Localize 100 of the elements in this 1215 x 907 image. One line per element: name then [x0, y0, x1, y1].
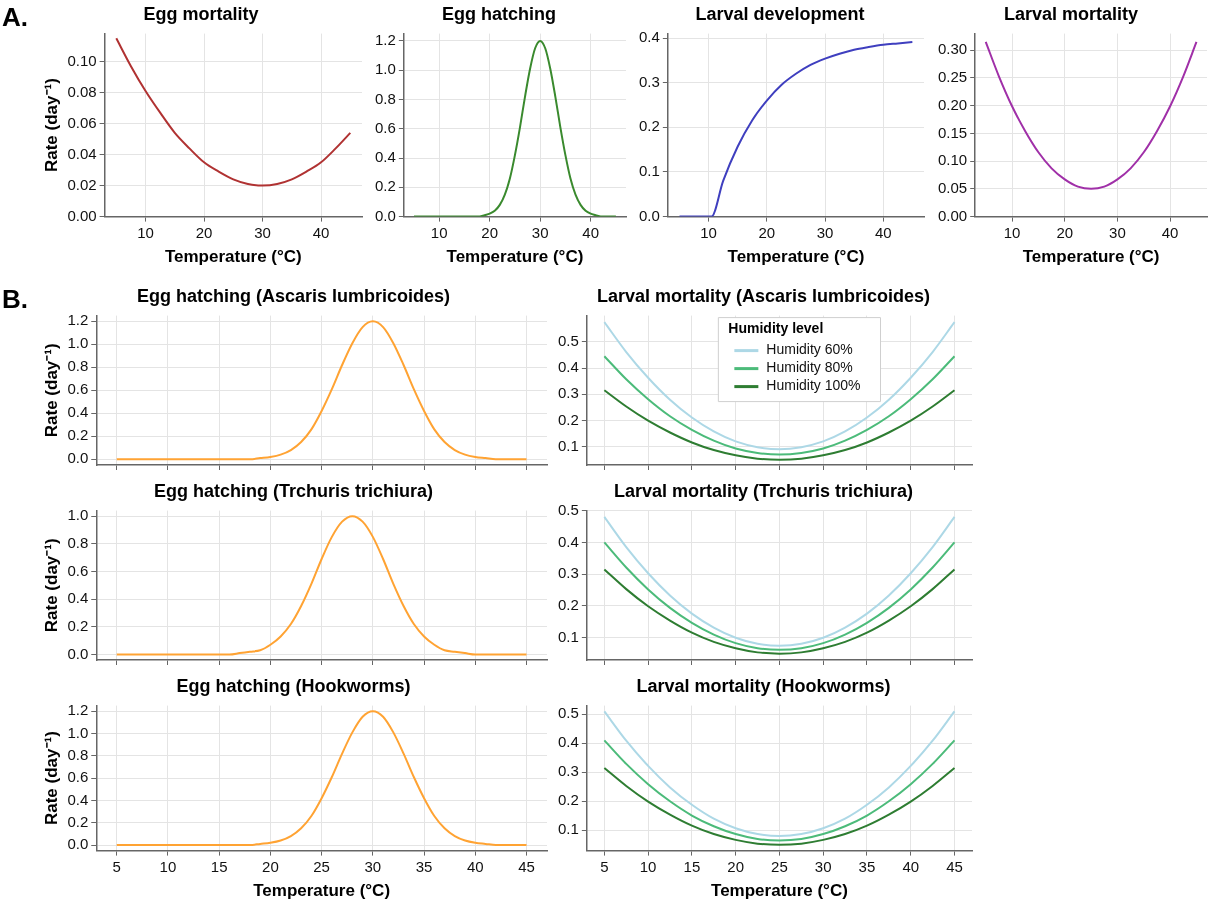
- x-tick-label: 15: [210, 857, 228, 875]
- x-tick-label: 45: [946, 857, 963, 875]
- y-axis-title: Rate (day⁻¹): [41, 78, 61, 173]
- x-tick-label: 40: [1161, 223, 1179, 241]
- legend-label: Humidity 100%: [766, 377, 861, 394]
- x-tick-label: 25: [771, 857, 788, 875]
- chart-title: Larval mortality (Ascaris lumbricoides): [596, 285, 931, 306]
- x-axis-title: Temperature (°C): [727, 247, 865, 267]
- x-axis-title: Temperature (°C): [164, 247, 302, 267]
- y-tick-label: 0.00: [937, 206, 968, 224]
- y-tick-label: 0.4: [67, 403, 89, 421]
- y-tick-label: 0.3: [557, 762, 579, 780]
- x-tick-label: 15: [683, 857, 701, 875]
- y-tick-label: 0.0: [67, 644, 89, 662]
- line-series: [603, 710, 956, 838]
- x-tick-label: 40: [902, 857, 920, 875]
- chart-title: Egg hatching (Ascaris lumbricoides): [136, 285, 451, 306]
- y-tick-label: 0.0: [67, 449, 89, 467]
- x-tick-label: 40: [466, 857, 484, 875]
- x-tick-label: 30: [531, 223, 549, 241]
- x-tick-label: 25: [313, 857, 330, 875]
- chart-title: Larval mortality (Hookworms): [636, 675, 891, 696]
- chart-title: Egg hatching (Hookworms): [176, 675, 411, 696]
- x-tick-label: 10: [700, 223, 717, 241]
- legend-label: Humidity 60%: [766, 341, 853, 358]
- y-tick-label: 0.1: [638, 162, 660, 180]
- x-tick-label: 5: [600, 857, 609, 875]
- x-tick-label: 45: [518, 857, 535, 875]
- x-tick-label: 30: [1109, 223, 1126, 241]
- x-tick-label: 40: [582, 223, 599, 241]
- y-tick-label: 0.1: [557, 436, 579, 454]
- y-tick-label: 0.4: [67, 790, 89, 808]
- y-tick-label: 0.00: [67, 206, 97, 224]
- x-tick-label: 20: [727, 857, 744, 875]
- y-tick-label: 0.15: [937, 123, 968, 141]
- y-axis-title: Rate (day⁻¹): [41, 343, 61, 438]
- y-tick-label: 0.8: [67, 533, 89, 551]
- x-tick-label: 10: [159, 857, 177, 875]
- x-tick-label: 35: [858, 857, 876, 875]
- chart-title: Egg mortality: [143, 3, 259, 24]
- x-tick-label: 20: [262, 857, 279, 875]
- chart-title: Larval mortality: [1003, 3, 1139, 24]
- x-tick-label: 20: [195, 223, 213, 241]
- y-tick-label: 1.2: [67, 311, 89, 329]
- y-tick-label: 0.20: [937, 95, 968, 113]
- y-tick-label: 1.0: [67, 334, 89, 352]
- line-series: [603, 515, 956, 647]
- y-tick-label: 0.6: [67, 768, 89, 786]
- x-tick-label: 35: [415, 857, 433, 875]
- legend-title: Humidity level: [728, 320, 824, 337]
- y-tick-label: 1.0: [67, 506, 89, 524]
- y-tick-label: 0.05: [937, 179, 968, 197]
- y-tick-label: 0.2: [374, 177, 396, 195]
- y-tick-label: 0.2: [557, 596, 579, 614]
- y-axis-title: Rate (day⁻¹): [41, 731, 61, 826]
- y-tick-label: 0.2: [67, 426, 89, 444]
- x-tick-label: 10: [137, 223, 154, 241]
- y-tick-label: 0.1: [557, 820, 579, 838]
- x-tick-label: 30: [254, 223, 271, 241]
- y-tick-label: 0.2: [67, 616, 89, 634]
- x-tick-label: 30: [814, 857, 832, 875]
- y-tick-label: 0.4: [557, 733, 579, 751]
- y-tick-label: 0.3: [557, 384, 579, 402]
- chart-title: Larval mortality (Trchuris trichiura): [613, 480, 914, 501]
- y-tick-label: 0.2: [557, 410, 579, 428]
- chart-title: Larval development: [695, 3, 865, 24]
- y-tick-label: 0.5: [557, 500, 579, 518]
- y-tick-label: 0.10: [67, 51, 97, 69]
- y-tick-label: 1.2: [374, 31, 396, 49]
- y-tick-label: 0.3: [557, 564, 579, 582]
- line-series: [603, 321, 956, 451]
- line-series: [603, 568, 956, 655]
- y-tick-label: 0.4: [374, 148, 396, 166]
- y-tick-label: 0.2: [557, 791, 579, 809]
- x-axis-title: Temperature (°C): [446, 247, 584, 267]
- x-tick-label: 40: [312, 223, 330, 241]
- x-tick-label: 30: [364, 857, 382, 875]
- line-series: [115, 320, 528, 461]
- y-tick-label: 0.3: [638, 72, 660, 90]
- y-tick-label: 1.0: [67, 723, 89, 741]
- y-tick-label: 0.0: [374, 206, 396, 224]
- y-tick-label: 0.0: [638, 206, 660, 224]
- line-series: [115, 37, 352, 187]
- x-axis-title: Temperature (°C): [253, 881, 391, 901]
- y-tick-label: 1.2: [67, 701, 89, 719]
- line-series: [603, 355, 956, 456]
- y-tick-label: 0.6: [67, 561, 89, 579]
- line-series: [115, 515, 528, 656]
- y-tick-label: 0.4: [67, 589, 89, 607]
- legend-label: Humidity 80%: [766, 359, 853, 376]
- y-tick-label: 0.25: [937, 68, 968, 86]
- y-tick-label: 0.10: [937, 151, 968, 169]
- y-tick-label: 0.1: [557, 627, 579, 645]
- y-tick-label: 0.06: [67, 113, 97, 131]
- text: A.: [2, 2, 28, 33]
- line-series: [115, 710, 528, 847]
- y-tick-label: 0.4: [557, 532, 579, 550]
- y-tick-label: 0.4: [557, 358, 579, 376]
- y-tick-label: 0.30: [937, 40, 968, 58]
- y-tick-label: 0.5: [557, 704, 579, 722]
